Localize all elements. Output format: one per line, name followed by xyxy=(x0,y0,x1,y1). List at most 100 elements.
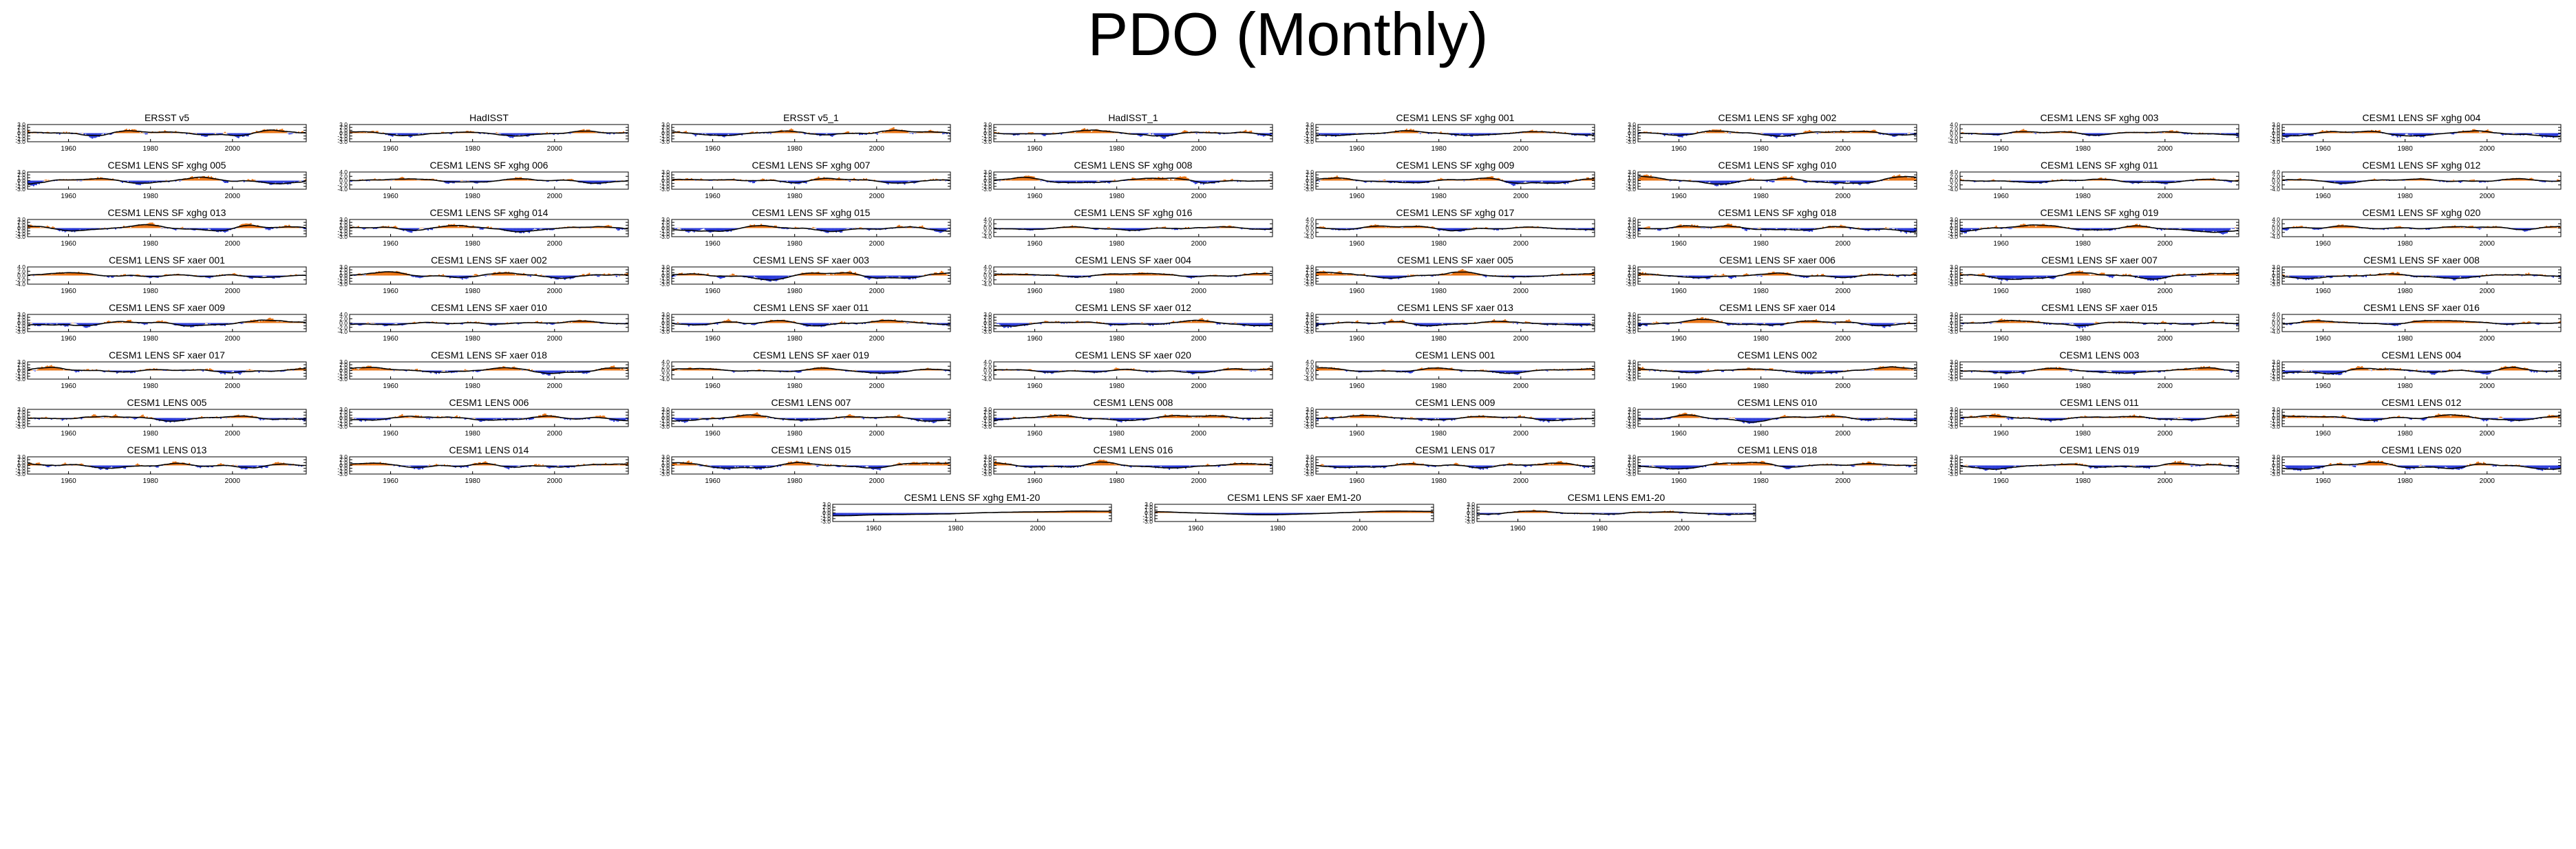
pdo-bar xyxy=(1521,133,1522,134)
pdo-bar xyxy=(98,228,100,229)
pdo-bar xyxy=(1129,228,1131,232)
pdo-bar xyxy=(1412,180,1414,184)
pdo-bar xyxy=(1036,178,1038,181)
pdo-bar xyxy=(1093,130,1095,133)
pdo-bar xyxy=(2224,133,2226,134)
pdo-bar xyxy=(2559,133,2561,135)
pdo-bar xyxy=(2118,180,2120,181)
pdo-bar xyxy=(423,228,425,229)
pdo-bar xyxy=(189,228,190,229)
pdo-bar xyxy=(2512,133,2513,134)
pdo-bar xyxy=(496,132,498,133)
pdo-bar xyxy=(1593,133,1595,135)
pdo-bar xyxy=(1096,228,1098,230)
pdo-bar xyxy=(2036,180,2039,183)
pdo-bar xyxy=(1420,226,1423,228)
pdo-bar xyxy=(186,133,188,135)
pdo-bar xyxy=(1588,228,1590,230)
x-tick-label: 2000 xyxy=(547,145,563,153)
pdo-bar xyxy=(280,180,282,185)
pdo-bar xyxy=(286,132,288,133)
pdo-bar xyxy=(1581,133,1583,135)
pdo-bar xyxy=(1900,175,1902,181)
pdo-bar xyxy=(1485,178,1487,181)
pdo-bar xyxy=(460,180,462,181)
panel-title: CESM1 LENS SF xghg 005 xyxy=(108,160,226,171)
pdo-bar xyxy=(1012,228,1013,229)
pdo-bar xyxy=(105,133,107,134)
pdo-bar xyxy=(842,228,844,231)
pdo-bar xyxy=(276,180,278,184)
pdo-bar xyxy=(1773,133,1775,137)
pdo-bar xyxy=(939,180,941,181)
pdo-bar xyxy=(452,133,454,134)
y-tick-label: 3.0 xyxy=(17,121,25,128)
pdo-bar xyxy=(1681,226,1683,228)
x-tick-label: 2000 xyxy=(1835,145,1851,153)
pdo-bar xyxy=(1396,180,1398,182)
pdo-bar xyxy=(120,228,122,229)
pdo-bar xyxy=(606,180,608,182)
pdo-bar xyxy=(1837,132,1839,133)
pdo-bar xyxy=(2482,131,2484,133)
pdo-bar xyxy=(1151,133,1153,135)
pdo-bar xyxy=(1208,131,1210,133)
pdo-bar xyxy=(2436,133,2438,134)
y-tick-label: 2.0 xyxy=(17,171,25,178)
pdo-bar xyxy=(2074,180,2076,182)
pdo-bar xyxy=(1638,228,1639,231)
pdo-bar xyxy=(194,178,196,181)
pdo-bar xyxy=(1527,131,1529,133)
pdo-bar xyxy=(1688,133,1690,134)
pdo-bar xyxy=(213,178,215,181)
x-tick-label: 1980 xyxy=(1431,193,1447,200)
y-tick-label: -2.0 xyxy=(15,183,25,190)
pdo-bar xyxy=(1267,133,1269,136)
pdo-bar xyxy=(703,228,705,229)
pdo-bar xyxy=(2509,179,2511,181)
pdo-bar xyxy=(508,179,510,181)
pdo-bar xyxy=(360,131,362,133)
pdo-bar xyxy=(722,228,724,232)
pdo-bar xyxy=(1007,228,1009,229)
pdo-bar xyxy=(1845,180,1847,182)
pdo-bar xyxy=(576,131,578,133)
pdo-bar xyxy=(42,180,44,182)
pdo-bar xyxy=(508,228,510,231)
pdo-bar xyxy=(1222,180,1224,181)
pdo-bar xyxy=(805,180,807,184)
pdo-bar xyxy=(1721,180,1723,186)
y-tick-label: -3.0 xyxy=(659,186,670,193)
pdo-bar xyxy=(147,223,149,228)
pdo-bar xyxy=(1098,180,1100,182)
pdo-bar xyxy=(945,133,946,134)
panel-plot: CESM1 LENS SF xghg 0013.02.01.00.0-1.0-2… xyxy=(1303,112,1595,153)
pdo-bar xyxy=(79,228,81,230)
x-tick-label: 1980 xyxy=(2398,145,2414,153)
x-tick-label: 1980 xyxy=(1109,145,1125,153)
pdo-bar xyxy=(2449,180,2451,182)
pdo-bar xyxy=(454,224,456,228)
y-tick-label: -1.0 xyxy=(337,228,348,235)
pdo-bar xyxy=(1885,133,1887,134)
pdo-bar xyxy=(1122,228,1124,230)
pdo-bar xyxy=(129,130,131,133)
pdo-bar xyxy=(265,180,267,183)
pdo-bar xyxy=(762,224,764,228)
pdo-bar xyxy=(1036,228,1038,229)
pdo-bar xyxy=(1549,133,1551,134)
pdo-panel: ERSST v5_1 3.0 2.0 1.0 0.0 -1.0 -2.0 -3.0 1960 19… xyxy=(651,108,954,155)
pdo-bar xyxy=(394,226,396,228)
pdo-bar xyxy=(82,228,84,230)
pdo-bar xyxy=(164,228,166,229)
pdo-bar xyxy=(2203,179,2205,181)
pdo-bar xyxy=(707,133,709,135)
pdo-bar xyxy=(1193,180,1195,183)
pdo-bar xyxy=(121,131,123,133)
pdo-bar xyxy=(2456,133,2457,134)
pdo-bar xyxy=(2049,180,2051,182)
pdo-bar xyxy=(2231,133,2233,136)
x-tick-label: 2000 xyxy=(1513,193,1529,200)
pdo-bar xyxy=(1782,133,1785,136)
